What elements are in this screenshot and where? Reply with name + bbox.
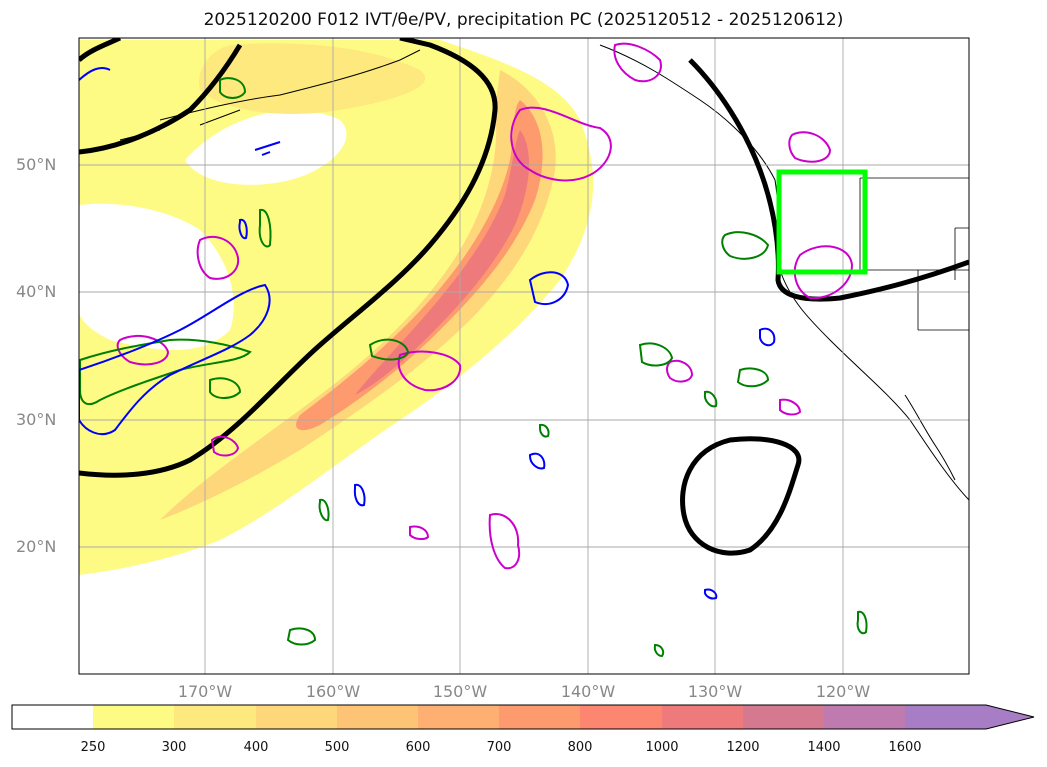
blue-contour-1 [79, 283, 271, 436]
green-contour-13 [703, 390, 718, 408]
lat-label-40n: 40°N [16, 282, 57, 301]
colorbar-extend-arrow [986, 705, 1034, 729]
ivt-contour-closed-low [680, 436, 802, 556]
colorbar-label-800: 800 [567, 740, 593, 755]
blue-contour-4 [238, 218, 248, 240]
pv-contour-8 [666, 359, 694, 383]
colorbar-seg-3 [256, 705, 337, 729]
green-contour-9 [856, 610, 868, 635]
colorbar-label-250: 250 [80, 740, 106, 755]
colorbar-seg-4 [337, 705, 418, 729]
colorbar-label-400: 400 [243, 740, 269, 755]
lon-label-140w: 140°W [560, 682, 616, 701]
colorbar-seg-6 [499, 705, 580, 729]
ivt-shading-northwest [199, 43, 426, 114]
theta-green-contours [79, 77, 868, 658]
colorbar-seg-10 [824, 705, 905, 729]
colorbar-label-1400: 1400 [807, 740, 841, 755]
green-contour-4 [368, 338, 410, 361]
pv-contour-1 [510, 106, 612, 182]
ivt-contour-north [79, 43, 243, 155]
colorbar-seg-11 [905, 705, 986, 729]
theta-blue-contours [79, 67, 776, 600]
blue-contour-6 [254, 141, 281, 156]
colorbar-label-300: 300 [161, 740, 187, 755]
blue-contour-3 [759, 327, 776, 347]
green-contour-12 [286, 627, 317, 646]
blue-contour-5 [353, 483, 366, 507]
green-contour-14 [653, 643, 665, 658]
lat-label-20n: 20°N [16, 537, 57, 556]
pv-contour-11 [613, 42, 662, 83]
green-contour-7 [79, 338, 252, 406]
ivt-contour-coast [688, 58, 969, 302]
colorbar-seg-1 [93, 705, 174, 729]
green-contour-11 [318, 498, 330, 522]
ivt-contour-west [79, 38, 498, 478]
pv-contour-2 [788, 131, 832, 163]
baja-coastline [904, 394, 956, 481]
green-contour-5 [258, 208, 272, 248]
ivt-shading-700 [296, 100, 543, 431]
target-region-box [776, 169, 868, 275]
pv-contour-9 [210, 435, 240, 457]
lon-label-120w: 120°W [815, 682, 871, 701]
ivt-contour-nw [79, 38, 122, 62]
blue-contour-2 [528, 271, 570, 305]
map-frame [78, 37, 970, 675]
pv-contour-7 [488, 513, 521, 570]
colorbar-seg-2 [174, 705, 256, 729]
colorbar-seg-5 [418, 705, 499, 729]
green-contour-1 [721, 231, 770, 260]
colorbar-label-500: 500 [324, 740, 350, 755]
colorbar-seg-9 [743, 705, 824, 729]
colorbar-label-600: 600 [405, 740, 431, 755]
colorbar-label-700: 700 [486, 740, 512, 755]
blue-contour-7 [529, 452, 546, 470]
pv-contour-12 [409, 525, 430, 541]
blue-contour-8 [79, 67, 111, 81]
state-borders [859, 177, 969, 331]
pv-contour-6 [397, 350, 462, 392]
map-title: 2025120200 F012 IVT/θe/PV, precipitation… [203, 10, 844, 30]
colorbar-label-1600: 1600 [888, 740, 922, 755]
colorbar-seg-7 [580, 705, 662, 729]
ivt-clear-area [79, 203, 234, 350]
green-contour-6 [219, 77, 247, 99]
colorbar-seg-0 [12, 705, 93, 729]
green-contour-10 [539, 423, 550, 438]
pv-contour-3 [793, 245, 854, 300]
pv-contours [116, 42, 854, 570]
lon-label-130w: 130°W [687, 682, 743, 701]
colorbar-seg-8 [662, 705, 743, 729]
lon-label-160w: 160°W [305, 682, 361, 701]
blue-contour-9 [703, 588, 718, 600]
pv-contour-10 [779, 398, 802, 416]
green-contour-3 [736, 367, 770, 388]
colorbar-label-1000: 1000 [645, 740, 679, 755]
lat-label-30n: 30°N [16, 410, 57, 429]
pv-contour-4 [196, 235, 240, 280]
green-contour-2 [638, 342, 674, 367]
green-contour-8 [209, 377, 242, 399]
colorbar [11, 704, 1035, 730]
lon-label-150w: 150°W [432, 682, 488, 701]
lat-label-50n: 50°N [16, 155, 57, 174]
colorbar-outline [11, 704, 1035, 730]
ivt-contours [79, 38, 969, 556]
lon-label-170w: 170°W [177, 682, 233, 701]
colorbar-label-1200: 1200 [726, 740, 760, 755]
